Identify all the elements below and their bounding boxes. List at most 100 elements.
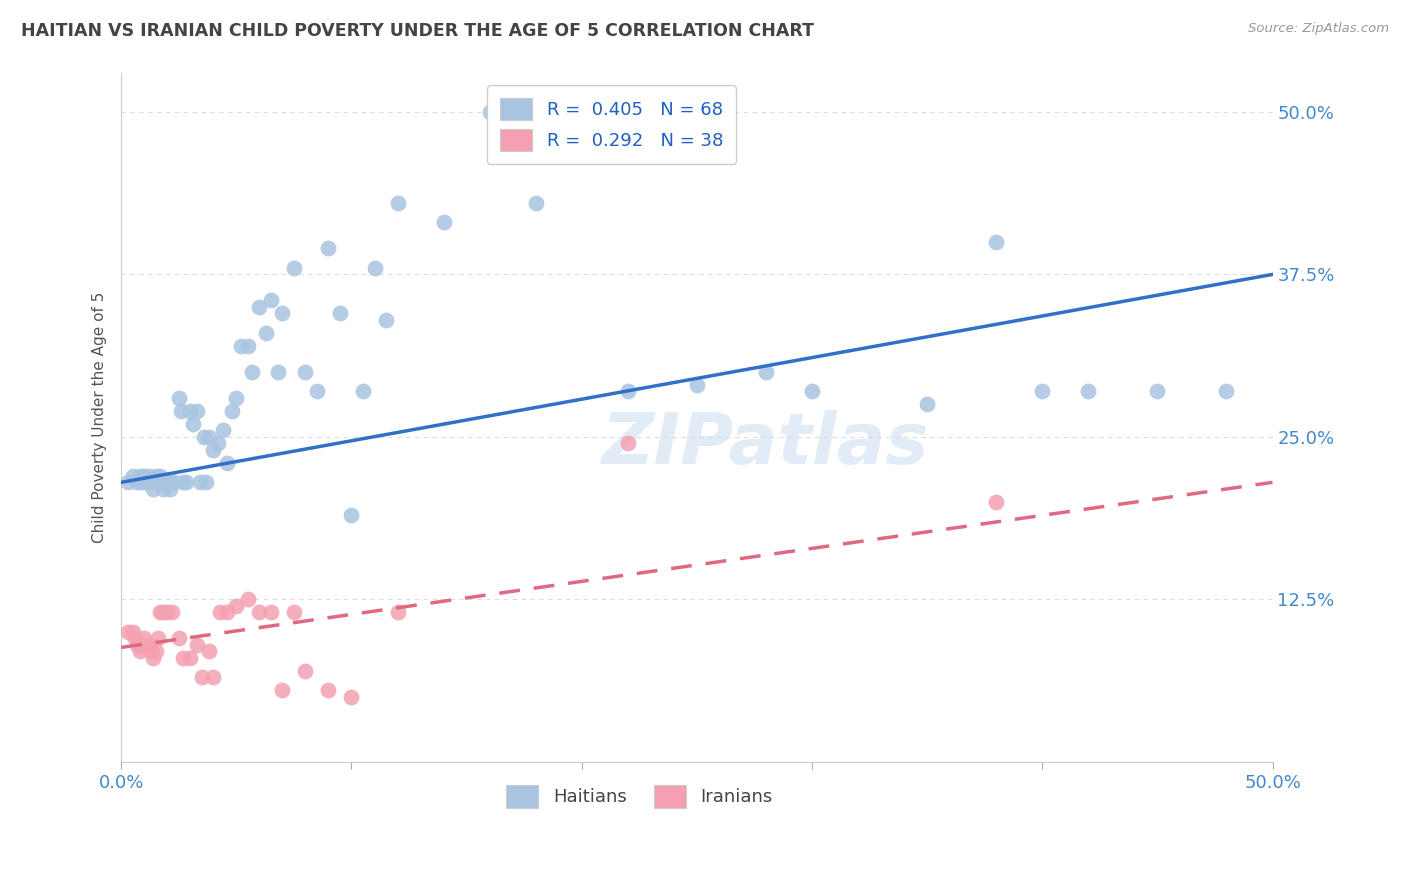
Point bbox=[305, 384, 328, 399]
Point bbox=[197, 430, 219, 444]
Point bbox=[229, 339, 252, 353]
Point bbox=[138, 468, 160, 483]
Point bbox=[236, 592, 259, 607]
Point bbox=[686, 377, 709, 392]
Point bbox=[188, 475, 211, 490]
Point bbox=[152, 605, 174, 619]
Point bbox=[121, 468, 143, 483]
Point bbox=[254, 326, 277, 340]
Point bbox=[156, 475, 179, 490]
Point bbox=[181, 417, 204, 431]
Point bbox=[755, 365, 778, 379]
Point bbox=[617, 436, 640, 450]
Point bbox=[134, 475, 156, 490]
Point bbox=[167, 391, 190, 405]
Point bbox=[141, 475, 163, 490]
Point bbox=[145, 475, 167, 490]
Point bbox=[267, 365, 290, 379]
Point bbox=[117, 624, 139, 639]
Point bbox=[329, 306, 352, 320]
Point bbox=[294, 365, 316, 379]
Point bbox=[617, 384, 640, 399]
Point bbox=[225, 391, 247, 405]
Point bbox=[195, 475, 218, 490]
Legend: Haitians, Iranians: Haitians, Iranians bbox=[499, 778, 780, 814]
Point bbox=[153, 475, 176, 490]
Point bbox=[524, 196, 547, 211]
Point bbox=[242, 365, 264, 379]
Point bbox=[134, 468, 156, 483]
Point bbox=[209, 605, 232, 619]
Point bbox=[271, 306, 294, 320]
Point bbox=[221, 404, 243, 418]
Point bbox=[160, 605, 183, 619]
Point bbox=[170, 404, 193, 418]
Point bbox=[217, 605, 239, 619]
Point bbox=[156, 605, 179, 619]
Point bbox=[340, 690, 363, 704]
Point bbox=[202, 442, 225, 457]
Point bbox=[225, 599, 247, 613]
Point bbox=[387, 196, 409, 211]
Point bbox=[211, 423, 233, 437]
Point bbox=[1215, 384, 1237, 399]
Point bbox=[146, 475, 169, 490]
Point bbox=[121, 624, 143, 639]
Point bbox=[163, 475, 186, 490]
Point bbox=[247, 300, 270, 314]
Point bbox=[135, 638, 157, 652]
Point bbox=[986, 235, 1008, 249]
Text: ZIPatlas: ZIPatlas bbox=[602, 410, 929, 479]
Point bbox=[915, 397, 938, 411]
Point bbox=[179, 650, 201, 665]
Point bbox=[202, 670, 225, 684]
Point bbox=[801, 384, 824, 399]
Point bbox=[145, 644, 167, 658]
Point bbox=[387, 605, 409, 619]
Point bbox=[149, 605, 172, 619]
Point bbox=[131, 638, 153, 652]
Text: HAITIAN VS IRANIAN CHILD POVERTY UNDER THE AGE OF 5 CORRELATION CHART: HAITIAN VS IRANIAN CHILD POVERTY UNDER T… bbox=[21, 22, 814, 40]
Point bbox=[117, 475, 139, 490]
Point bbox=[432, 215, 454, 229]
Point bbox=[149, 468, 172, 483]
Point bbox=[207, 436, 229, 450]
Point bbox=[283, 605, 305, 619]
Point bbox=[142, 482, 165, 496]
Point bbox=[318, 683, 340, 698]
Point bbox=[172, 650, 194, 665]
Point bbox=[352, 384, 374, 399]
Point bbox=[160, 475, 183, 490]
Point bbox=[186, 404, 208, 418]
Point bbox=[340, 508, 363, 522]
Point bbox=[179, 404, 201, 418]
Point bbox=[127, 475, 149, 490]
Point bbox=[172, 475, 194, 490]
Point bbox=[236, 339, 259, 353]
Point bbox=[186, 638, 208, 652]
Point bbox=[141, 644, 163, 658]
Point bbox=[128, 468, 150, 483]
Point bbox=[146, 632, 169, 646]
Point bbox=[217, 456, 239, 470]
Point bbox=[142, 650, 165, 665]
Text: Source: ZipAtlas.com: Source: ZipAtlas.com bbox=[1249, 22, 1389, 36]
Point bbox=[127, 638, 149, 652]
Point bbox=[375, 313, 398, 327]
Point bbox=[294, 664, 316, 678]
Point bbox=[260, 605, 283, 619]
Point bbox=[318, 242, 340, 256]
Point bbox=[124, 632, 146, 646]
Point bbox=[193, 430, 215, 444]
Point bbox=[131, 475, 153, 490]
Point bbox=[247, 605, 270, 619]
Point bbox=[167, 632, 190, 646]
Point bbox=[1031, 384, 1053, 399]
Point bbox=[197, 644, 219, 658]
Y-axis label: Child Poverty Under the Age of 5: Child Poverty Under the Age of 5 bbox=[93, 292, 107, 543]
Point bbox=[478, 105, 501, 120]
Point bbox=[271, 683, 294, 698]
Point bbox=[134, 632, 156, 646]
Point bbox=[260, 293, 283, 308]
Point bbox=[1146, 384, 1168, 399]
